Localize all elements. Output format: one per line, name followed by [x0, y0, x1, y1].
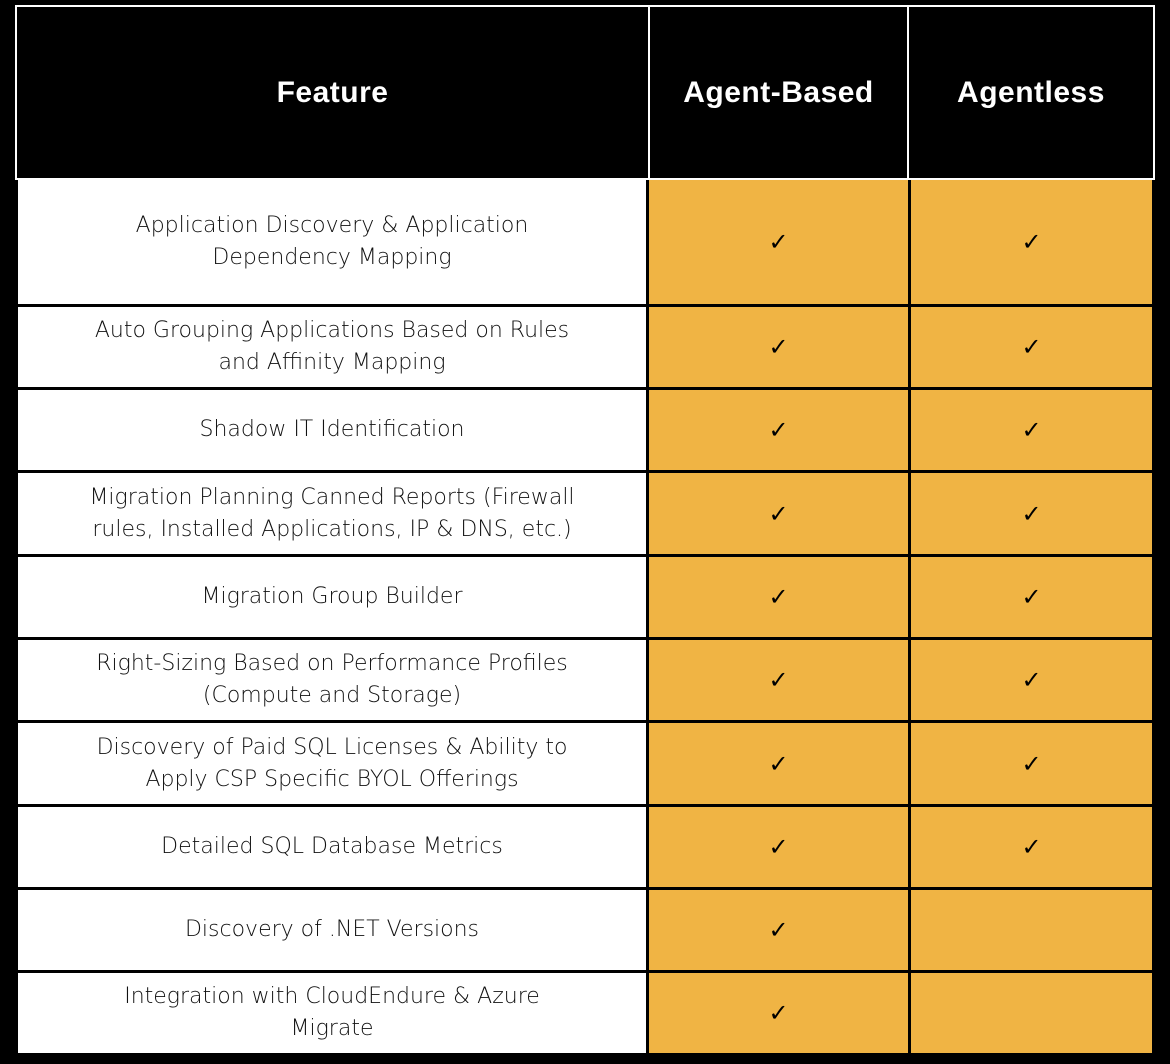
- feature-cell: Detailed SQL Database Metrics: [18, 807, 646, 887]
- check-icon: ✓: [768, 333, 789, 361]
- feature-cell: Migration Group Builder: [18, 557, 646, 637]
- agent-based-cell: ✓: [649, 180, 908, 304]
- agentless-cell: ✓: [911, 180, 1152, 304]
- check-icon: ✓: [768, 833, 789, 861]
- check-icon: ✓: [1021, 833, 1042, 861]
- check-icon: ✓: [768, 228, 789, 256]
- check-icon: ✓: [768, 416, 789, 444]
- check-icon: ✓: [768, 749, 789, 778]
- agentless-cell: ✓: [911, 723, 1152, 804]
- agent-based-cell: ✓: [649, 557, 908, 637]
- header-feature: Feature: [276, 75, 389, 109]
- header-agent-based: Agent-Based: [648, 7, 907, 178]
- check-icon: ✓: [1021, 749, 1042, 778]
- feature-cell: Discovery of .NET Versions: [18, 890, 646, 970]
- agent-based-cell: ✓: [649, 473, 908, 554]
- check-icon: ✓: [1021, 416, 1042, 444]
- check-icon: ✓: [1021, 583, 1042, 611]
- check-icon: ✓: [1021, 228, 1042, 256]
- table-header: Feature Agent-Based Agentless: [15, 5, 1155, 180]
- agent-based-cell: ✓: [649, 307, 908, 387]
- agentless-cell: ✓: [911, 307, 1152, 387]
- header-agentless: Agentless: [907, 7, 1153, 178]
- check-icon: ✓: [768, 666, 789, 694]
- feature-cell: Integration with CloudEndure & Azure Mig…: [18, 973, 646, 1053]
- check-icon: ✓: [768, 583, 789, 611]
- agent-based-cell: ✓: [649, 640, 908, 720]
- agentless-cell: [911, 973, 1152, 1053]
- agentless-cell: [911, 890, 1152, 970]
- check-icon: ✓: [768, 499, 789, 528]
- feature-cell: Application Discovery & Application Depe…: [18, 180, 646, 304]
- agent-based-cell: ✓: [649, 723, 908, 804]
- agentless-cell: ✓: [911, 473, 1152, 554]
- agent-based-cell: ✓: [649, 807, 908, 887]
- feature-cell: Right-Sizing Based on Performance Profil…: [18, 640, 646, 720]
- agentless-cell: ✓: [911, 390, 1152, 470]
- agentless-cell: ✓: [911, 640, 1152, 720]
- feature-cell: Shadow IT Identification: [18, 390, 646, 470]
- agent-based-cell: ✓: [649, 973, 908, 1053]
- agent-based-cell: ✓: [649, 390, 908, 470]
- feature-cell: Auto Grouping Applications Based on Rule…: [18, 307, 646, 387]
- check-icon: ✓: [768, 999, 789, 1027]
- feature-cell: Discovery of Paid SQL Licenses & Ability…: [18, 723, 646, 804]
- feature-cell: Migration Planning Canned Reports (Firew…: [18, 473, 646, 554]
- agent-based-cell: ✓: [649, 890, 908, 970]
- agentless-cell: ✓: [911, 807, 1152, 887]
- check-icon: ✓: [768, 916, 789, 944]
- table-body: Application Discovery & Application Depe…: [18, 180, 1152, 1053]
- agentless-cell: ✓: [911, 557, 1152, 637]
- check-icon: ✓: [1021, 499, 1042, 528]
- check-icon: ✓: [1021, 333, 1042, 361]
- check-icon: ✓: [1021, 666, 1042, 694]
